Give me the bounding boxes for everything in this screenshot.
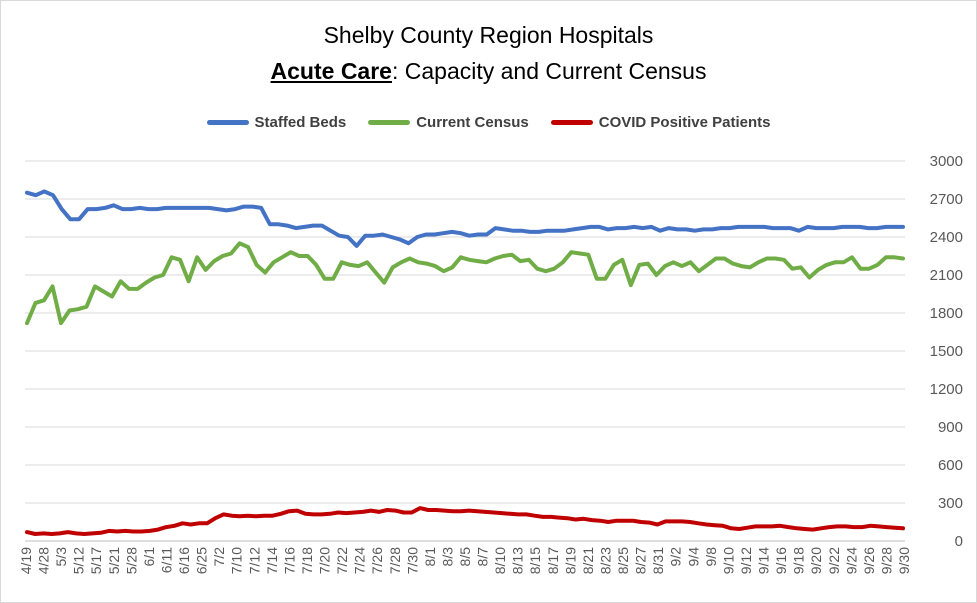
y-tick-label: 2100: [930, 267, 963, 284]
x-tick-label: 9/10: [720, 547, 736, 574]
x-tick-label: 9/28: [878, 547, 894, 574]
x-tick-label: 7/2: [211, 547, 227, 567]
x-tick-label: 8/5: [457, 547, 473, 567]
legend-label-covid: COVID Positive Patients: [598, 113, 771, 131]
x-tick-label: 5/3: [53, 547, 69, 567]
y-tick-label: 1800: [930, 305, 963, 322]
x-tick-label: 7/20: [317, 547, 333, 574]
legend-item-current-census: Current Census: [368, 112, 529, 132]
x-tick-label: 6/11: [158, 547, 174, 573]
x-tick-label: 9/12: [738, 547, 754, 574]
x-tick-label: 7/10: [229, 547, 245, 574]
legend-item-staffed-beds: Staffed Beds: [206, 112, 347, 132]
series-line-current-census: [25, 241, 905, 326]
x-tick-label: 8/19: [562, 547, 578, 574]
y-tick-label: 600: [938, 457, 963, 474]
y-tick-label: 2700: [930, 191, 963, 208]
x-tick-label: 7/22: [334, 547, 350, 574]
x-tick-label: 9/22: [826, 547, 842, 574]
legend-swatch-covid: [550, 119, 593, 125]
x-tick-label: 8/15: [527, 547, 543, 574]
series-line-covid-positive-patients: [25, 506, 905, 536]
legend-label-staffed-beds: Staffed Beds: [254, 113, 347, 131]
x-tick-label: 7/24: [352, 547, 368, 574]
legend-item-covid: COVID Positive Patients: [550, 112, 771, 132]
x-tick-label: 8/23: [597, 547, 613, 574]
x-tick-label: 9/4: [685, 547, 701, 567]
x-tick-label: 9/26: [861, 547, 877, 574]
legend-label-current-census: Current Census: [416, 113, 529, 131]
x-tick-label: 7/26: [369, 547, 385, 574]
x-tick-label: 5/21: [106, 547, 122, 574]
series-line-staffed-beds: [25, 189, 905, 248]
x-tick-label: 9/16: [773, 547, 789, 574]
x-tick-label: 8/25: [615, 547, 631, 574]
x-tick-label: 9/14: [756, 547, 772, 574]
chart-subtitle-rest: : Capacity and Current Census: [391, 58, 707, 84]
x-tick-label: 7/30: [404, 547, 420, 574]
x-tick-label: 5/28: [123, 547, 139, 574]
y-tick-label: 2400: [930, 229, 963, 246]
x-tick-label: 9/2: [668, 547, 684, 567]
x-tick-label: 7/12: [246, 547, 262, 574]
x-tick-label: 9/24: [843, 547, 859, 574]
x-tick-label: 8/3: [439, 547, 455, 567]
x-tick-label: 8/13: [510, 547, 526, 574]
x-tick-label: 9/18: [791, 547, 807, 574]
x-tick-label: 6/1: [141, 547, 157, 567]
y-tick-label: 0: [955, 533, 963, 550]
y-tick-label: 1200: [930, 381, 963, 398]
legend: Staffed Beds Current Census COVID Positi…: [0, 112, 977, 132]
legend-swatch-current-census: [368, 119, 411, 125]
x-tick-label: 7/18: [299, 547, 315, 574]
x-tick-label: 8/21: [580, 547, 596, 574]
x-tick-label: 8/31: [650, 547, 666, 574]
x-tick-label: 6/16: [176, 547, 192, 574]
x-tick-label: 6/25: [194, 547, 210, 574]
x-tick-label: 8/17: [545, 547, 561, 574]
x-tick-label: 4/28: [36, 547, 52, 574]
legend-swatch-staffed-beds: [206, 119, 249, 125]
chart-title: Shelby County Region Hospitals: [323, 22, 654, 48]
x-tick-label: 8/10: [492, 547, 508, 574]
x-tick-label: 4/19: [18, 547, 34, 574]
x-tick-label: 5/12: [71, 547, 87, 574]
x-tick-label: 9/8: [703, 547, 719, 567]
x-tick-label: 9/30: [896, 547, 912, 574]
x-tick-label: 8/27: [633, 547, 649, 574]
chart-subtitle-bold: Acute Care: [270, 58, 392, 84]
y-tick-label: 1500: [930, 343, 963, 360]
x-tick-label: 5/17: [88, 547, 104, 574]
x-tick-label: 7/14: [264, 547, 280, 574]
x-tick-label: 7/16: [281, 547, 297, 574]
x-tick-label: 7/28: [387, 547, 403, 574]
y-tick-label: 300: [938, 495, 963, 512]
x-tick-label: 8/1: [422, 547, 438, 567]
y-tick-label: 900: [938, 419, 963, 436]
x-tick-label: 8/7: [475, 547, 491, 567]
x-tick-label: 9/20: [808, 547, 824, 574]
chart-subtitle: Acute Care: Capacity and Current Census: [0, 58, 977, 85]
y-tick-label: 3000: [930, 153, 963, 170]
